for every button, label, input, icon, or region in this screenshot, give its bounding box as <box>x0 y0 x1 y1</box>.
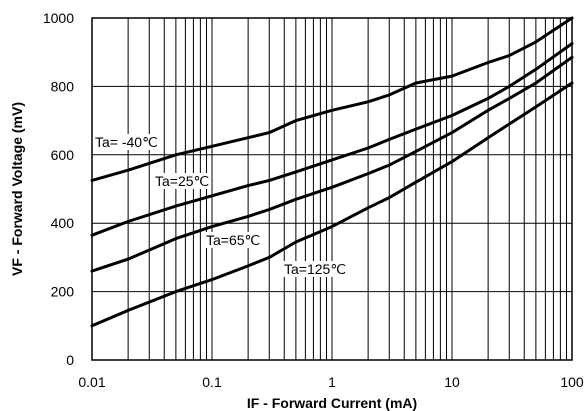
x-tick-label: 0.01 <box>78 374 105 390</box>
x-axis-title: IF - Forward Current (mA) <box>247 395 417 411</box>
x-tick-labels: 0.01 0.1 1 10 100 <box>78 374 584 390</box>
curve-label: Ta= -40℃ <box>95 134 158 150</box>
y-tick-label: 1000 <box>43 10 74 26</box>
curve-label: Ta=65℃ <box>206 232 260 248</box>
y-tick-label: 400 <box>51 215 75 231</box>
series-line-3 <box>90 81 574 328</box>
x-tick-label: 0.1 <box>202 374 222 390</box>
x-tick-label: 10 <box>444 374 460 390</box>
y-axis-title: VF - Forward Voltage (mV) <box>9 102 25 276</box>
curve-labels: Ta= -40℃ Ta=25℃ Ta=65℃ Ta=125℃ <box>93 134 349 277</box>
series-line-1 <box>90 42 574 237</box>
curve-label-background <box>282 261 349 277</box>
curve-label-background <box>153 173 212 189</box>
y-tick-label: 800 <box>51 78 75 94</box>
series-line-2 <box>90 55 574 273</box>
x-tick-label: 100 <box>560 374 584 390</box>
curve-label: Ta=25℃ <box>155 173 209 189</box>
series-line-0 <box>90 16 574 182</box>
y-tick-label: 600 <box>51 147 75 163</box>
plot-frame <box>91 17 573 361</box>
curve-label-background <box>204 232 263 248</box>
x-tick-label: 1 <box>328 374 336 390</box>
y-tick-label: 0 <box>66 352 74 368</box>
curve-label: Ta=125℃ <box>284 261 346 277</box>
series-group <box>90 16 574 328</box>
y-tick-label: 200 <box>51 284 75 300</box>
curve-label-background <box>93 134 160 150</box>
y-tick-labels: 0 200 400 600 800 1000 <box>43 10 74 368</box>
